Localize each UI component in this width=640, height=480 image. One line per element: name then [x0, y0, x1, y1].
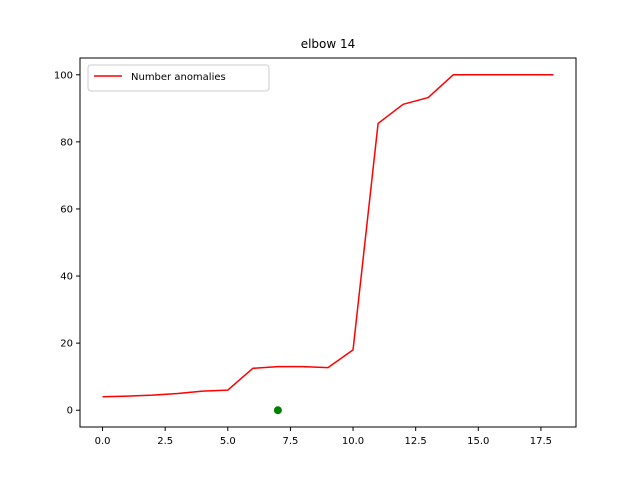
y-axis: 0 20 40 60 80 100 [54, 70, 80, 417]
x-tick-label: 15.0 [467, 436, 489, 447]
chart-title: elbow 14 [301, 37, 356, 51]
x-axis: 0.0 2.5 5.0 7.5 10.0 12.5 15.0 17.5 [95, 427, 552, 447]
y-tick-label: 60 [60, 204, 73, 215]
elbow-point [273, 406, 282, 415]
plot-area [102, 74, 554, 415]
x-tick-label: 10.0 [342, 436, 364, 447]
x-tick-label: 17.5 [530, 436, 552, 447]
y-tick-label: 80 [60, 137, 73, 148]
plot-frame [79, 57, 577, 428]
y-tick-label: 20 [60, 339, 73, 350]
x-tick-label: 0.0 [95, 436, 111, 447]
x-tick-label: 7.5 [282, 436, 298, 447]
x-tick-label: 12.5 [405, 436, 427, 447]
legend-box [87, 64, 270, 92]
legend: Number anomalies [87, 64, 270, 92]
legend-label: Number anomalies [131, 72, 226, 83]
y-tick-label: 40 [60, 272, 73, 283]
x-tick-label: 2.5 [157, 436, 173, 447]
series-line-number-anomalies [102, 74, 554, 398]
x-tick-label: 5.0 [220, 436, 236, 447]
y-tick-label: 100 [54, 70, 73, 81]
y-tick-label: 0 [67, 406, 73, 417]
